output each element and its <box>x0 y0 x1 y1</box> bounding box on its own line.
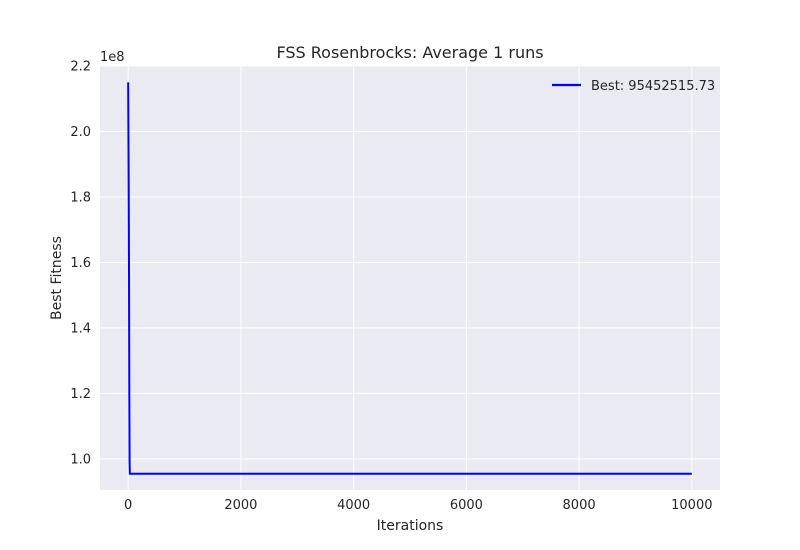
x-tick-label: 8000 <box>563 498 596 513</box>
x-tick-label: 4000 <box>337 498 370 513</box>
y-tick-label: 1.8 <box>70 190 91 205</box>
x-axis-label: Iterations <box>377 518 444 534</box>
y-axis-offset-label: 1e8 <box>100 50 125 65</box>
series-line-0 <box>127 82 692 475</box>
y-tick-label: 1.2 <box>70 387 91 402</box>
x-tick-label: 2000 <box>224 498 257 513</box>
plot-area <box>100 66 720 490</box>
tick-labels: 0 2000 4000 6000 8000 10000 1.0 1.2 1.4 1.6 1.8 2.0… <box>70 60 712 514</box>
y-tick-label: 1.6 <box>70 256 91 271</box>
y-tick-label: 2.2 <box>70 60 91 75</box>
legend-label: Best: 95452515.73 <box>591 79 715 94</box>
x-tick-label: 10000 <box>671 498 712 513</box>
chart-title: FSS Rosenbrocks: Average 1 runs <box>276 43 543 62</box>
series-layer <box>127 82 692 475</box>
y-tick-label: 1.0 <box>70 452 91 467</box>
y-axis-label: Best Fitness <box>49 236 65 320</box>
legend: Best: 95452515.73 <box>552 79 715 94</box>
x-tick-label: 0 <box>124 498 132 513</box>
x-tick-label: 6000 <box>450 498 483 513</box>
y-tick-label: 1.4 <box>70 321 91 336</box>
grid-lines <box>100 65 720 490</box>
y-tick-label: 2.0 <box>70 125 91 140</box>
